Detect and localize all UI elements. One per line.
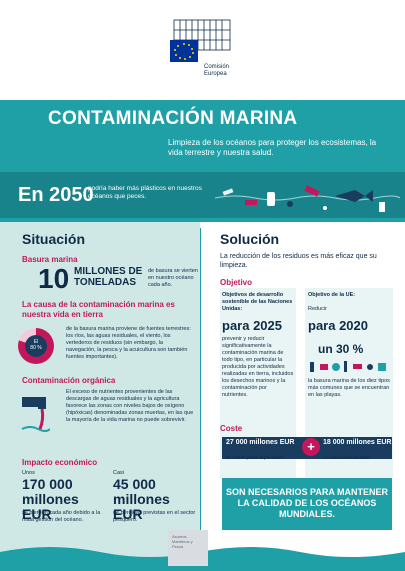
stat-stripe — [0, 172, 405, 218]
commission-building-icon — [173, 19, 231, 51]
closing-banner: SON NECESARIOS PARA MANTENER LA CALIDAD … — [222, 478, 392, 530]
basura-label: Basura marina — [22, 255, 78, 264]
stripe-year: En 2050 — [18, 184, 94, 206]
stripe-text: podría haber más plásticos en nuestros o… — [88, 185, 202, 200]
basura-number: 10 — [38, 263, 70, 294]
obj2-prefix: Reducir — [308, 306, 327, 312]
org-name: Comisión Europea — [204, 64, 229, 78]
obj1-year: para 2025 — [222, 318, 282, 333]
impacto2-text: de pérdidas previstas en el sector pesqu… — [113, 510, 196, 523]
basura-text: de basura se vierten en nuestro océano c… — [148, 268, 198, 288]
header: Comisión Europea — [0, 0, 405, 100]
coste2-value: 18 000 millones EUR — [323, 439, 392, 446]
impacto1-value: 170 000 millones EUR — [22, 476, 79, 522]
impacto1-text: se pierden cada año debido a la mala ges… — [22, 510, 101, 523]
causa-text: de la basura marina proviene de fuentes … — [66, 326, 191, 360]
org-name-line1: Comisión — [204, 64, 230, 70]
organica-title: Contaminación orgánica — [22, 376, 116, 385]
organica-text: El exceso de nutrientes provenientes de … — [66, 389, 194, 423]
dg-mare-logo: Asuntos Marítimos y Pesca — [168, 530, 208, 566]
floating-waste-illustration — [215, 185, 400, 212]
impacto2-value: 45 000 millones EUR — [113, 476, 170, 522]
situation-panel — [0, 222, 200, 571]
coste1-value: 27 000 millones EUR — [226, 439, 295, 446]
plus-icon: + — [302, 438, 320, 456]
panel-divider — [200, 228, 201, 548]
solution-title: Solución — [220, 231, 280, 247]
org-name-line2: Europea — [204, 71, 227, 77]
coste-label: Coste — [220, 424, 243, 433]
coste2-text: en inversiones anuales — [323, 455, 370, 460]
donut-label: El 80 % — [25, 335, 47, 357]
donut-value: 80 % — [30, 345, 42, 351]
donut-prefix: El — [33, 339, 39, 345]
page-subtitle: Limpieza de los océanos para proteger lo… — [168, 138, 377, 157]
obj1-head: Objetivos de desarrollo sostenible de la… — [222, 292, 293, 312]
obj2-year: para 2020 — [308, 318, 368, 333]
coste1-text: de costes públicos puntuales — [226, 455, 284, 460]
obj1-text: prevenir y reducir significativamente la… — [222, 336, 294, 398]
eu-flag-icon — [170, 40, 198, 62]
dg-label: Asuntos Marítimos y Pesca — [172, 534, 193, 549]
obj2-value: un 30 % — [318, 342, 364, 356]
obj2-head: Objetivo de la UE: — [308, 292, 356, 298]
situation-title: Situación — [22, 231, 86, 247]
obj2-text: la basura marina de los diez tipos más c… — [308, 378, 390, 398]
eighty-percent-donut: El 80 % — [18, 328, 54, 364]
objetivo-label: Objetivo — [220, 278, 253, 287]
impacto1-prefix: Unos — [22, 470, 35, 476]
basura-unit: MILLONES DE TONELADAS — [74, 266, 143, 288]
sewage-pipe-icon — [21, 397, 50, 432]
causa-title: La causa de la contaminación marina es n… — [22, 300, 175, 319]
page-title: CONTAMINACIÓN MARINA — [48, 108, 298, 129]
impacto-title: Impacto económico — [22, 458, 98, 467]
commission-logo: Comisión Europea — [152, 12, 252, 96]
impacto2-prefix: Casi — [113, 470, 125, 476]
solution-intro: La reducción de los residuos es más efic… — [220, 253, 377, 269]
beach-litter-icons — [310, 361, 386, 372]
